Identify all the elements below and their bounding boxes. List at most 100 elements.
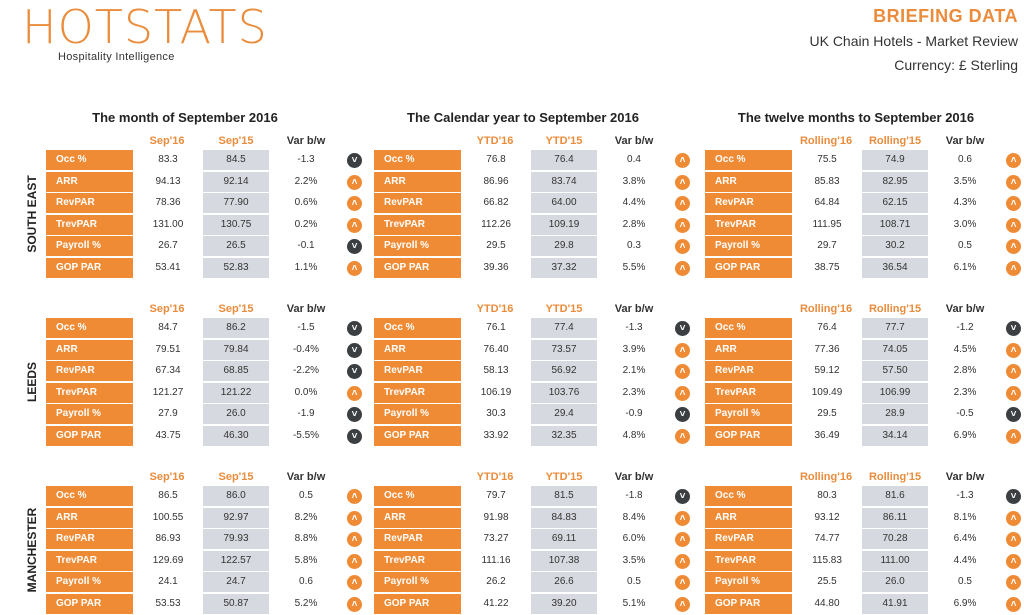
metric-label: GOP PAR bbox=[705, 593, 792, 614]
chevron-up-icon: ˄ bbox=[347, 532, 362, 547]
column-header: Var b/w bbox=[286, 303, 326, 315]
table-row: TrevPAR 115.83 111.00 4.4% ˄ bbox=[705, 550, 1021, 571]
chevron-up-icon: ˄ bbox=[1006, 196, 1021, 211]
current-value: 76.4 bbox=[793, 318, 861, 338]
current-value: 39.36 bbox=[462, 257, 530, 278]
prior-value: 57.50 bbox=[862, 361, 928, 381]
report-header: BRIEFING DATA UK Chain Hotels - Market R… bbox=[809, 6, 1018, 73]
column-header: Rolling'16 bbox=[799, 303, 853, 315]
report-subtitle: UK Chain Hotels - Market Review bbox=[809, 33, 1018, 49]
metric-label: Occ % bbox=[705, 318, 792, 338]
metric-label: TrevPAR bbox=[374, 382, 461, 403]
metric-label: ARR bbox=[46, 171, 133, 192]
chevron-up-icon: ˄ bbox=[675, 260, 690, 276]
column-header: Rolling'15 bbox=[868, 303, 922, 315]
variance-value: 4.8% bbox=[599, 425, 669, 446]
variance-value: 2.1% bbox=[599, 361, 669, 381]
prior-value: 28.9 bbox=[862, 404, 928, 424]
variance-value: 8.4% bbox=[599, 507, 669, 528]
variance-value: -5.5% bbox=[271, 425, 341, 446]
current-value: 86.5 bbox=[134, 486, 202, 506]
table-row: Occ % 80.3 81.6 -1.3 ˅ bbox=[705, 486, 1021, 506]
chevron-up-icon: ˄ bbox=[1006, 532, 1021, 547]
table-row: Payroll % 30.3 29.4 -0.9 ˅ bbox=[374, 404, 690, 424]
metric-label: ARR bbox=[374, 339, 461, 360]
prior-value: 92.14 bbox=[203, 171, 269, 192]
table-row: RevPAR 86.93 79.93 8.8% ˄ bbox=[46, 529, 362, 549]
column-header: YTD'15 bbox=[545, 303, 583, 315]
prior-value: 62.15 bbox=[862, 193, 928, 213]
table-row: GOP PAR 41.22 39.20 5.1% ˄ bbox=[374, 593, 690, 614]
current-value: 38.75 bbox=[793, 257, 861, 278]
prior-value: 86.11 bbox=[862, 507, 928, 528]
prior-value: 50.87 bbox=[203, 593, 269, 614]
metric-label: TrevPAR bbox=[374, 214, 461, 235]
current-value: 91.98 bbox=[462, 507, 530, 528]
chevron-up-icon: ˄ bbox=[675, 532, 690, 547]
variance-value: 3.0% bbox=[930, 214, 1000, 235]
table-row: Payroll % 26.7 26.5 -0.1 ˅ bbox=[46, 236, 362, 256]
current-value: 85.83 bbox=[793, 171, 861, 192]
chevron-up-icon: ˄ bbox=[675, 217, 690, 233]
current-value: 112.26 bbox=[462, 214, 530, 235]
metric-label: RevPAR bbox=[46, 193, 133, 213]
variance-value: 4.4% bbox=[930, 550, 1000, 571]
current-value: 66.82 bbox=[462, 193, 530, 213]
prior-value: 81.5 bbox=[531, 486, 597, 506]
column-header: Rolling'16 bbox=[799, 471, 853, 483]
chevron-up-icon: ˄ bbox=[347, 489, 362, 504]
column-header: YTD'16 bbox=[476, 135, 514, 147]
prior-value: 107.38 bbox=[531, 550, 597, 571]
prior-value: 70.28 bbox=[862, 529, 928, 549]
table-row: TrevPAR 121.27 121.22 0.0% ˄ bbox=[46, 382, 362, 403]
variance-value: -0.9 bbox=[599, 404, 669, 424]
current-value: 100.55 bbox=[134, 507, 202, 528]
current-value: 41.22 bbox=[462, 593, 530, 614]
chevron-down-icon: ˅ bbox=[347, 321, 362, 336]
prior-value: 24.7 bbox=[203, 572, 269, 592]
variance-value: 3.5% bbox=[930, 171, 1000, 192]
variance-value: 0.6 bbox=[271, 572, 341, 592]
prior-value: 74.05 bbox=[862, 339, 928, 360]
table-row: ARR 100.55 92.97 8.2% ˄ bbox=[46, 507, 362, 528]
current-value: 94.13 bbox=[134, 171, 202, 192]
column-header: Rolling'16 bbox=[799, 135, 853, 147]
metric-label: Occ % bbox=[374, 150, 461, 170]
metric-label: RevPAR bbox=[705, 361, 792, 381]
prior-value: 79.93 bbox=[203, 529, 269, 549]
logo-tagline: Hospitality Intelligence bbox=[58, 51, 175, 63]
chevron-up-icon: ˄ bbox=[347, 596, 362, 612]
current-value: 73.27 bbox=[462, 529, 530, 549]
column-header: YTD'16 bbox=[476, 303, 514, 315]
metric-label: GOP PAR bbox=[46, 257, 133, 278]
chevron-up-icon: ˄ bbox=[347, 510, 362, 526]
table-row: RevPAR 78.36 77.90 0.6% ˄ bbox=[46, 193, 362, 213]
variance-value: 6.1% bbox=[930, 257, 1000, 278]
period-title-ytd: The Calendar year to September 2016 bbox=[407, 110, 639, 125]
current-value: 86.93 bbox=[134, 529, 202, 549]
metric-label: TrevPAR bbox=[705, 382, 792, 403]
chevron-up-icon: ˄ bbox=[675, 153, 690, 168]
column-header: Var b/w bbox=[945, 135, 985, 147]
column-header: Sep'15 bbox=[218, 471, 254, 483]
variance-value: 3.8% bbox=[599, 171, 669, 192]
chevron-up-icon: ˄ bbox=[1006, 510, 1021, 526]
table-row: ARR 93.12 86.11 8.1% ˄ bbox=[705, 507, 1021, 528]
variance-value: 5.8% bbox=[271, 550, 341, 571]
table-row: GOP PAR 43.75 46.30 -5.5% ˅ bbox=[46, 425, 362, 446]
table-row: Occ % 83.3 84.5 -1.3 ˅ bbox=[46, 150, 362, 170]
current-value: 30.3 bbox=[462, 404, 530, 424]
chevron-down-icon: ˅ bbox=[675, 407, 690, 422]
chevron-up-icon: ˄ bbox=[675, 510, 690, 526]
chevron-up-icon: ˄ bbox=[347, 385, 362, 401]
prior-value: 73.57 bbox=[531, 339, 597, 360]
table-row: Payroll % 29.5 29.8 0.3 ˄ bbox=[374, 236, 690, 256]
chevron-up-icon: ˄ bbox=[1006, 239, 1021, 254]
current-value: 58.13 bbox=[462, 361, 530, 381]
metric-label: TrevPAR bbox=[46, 214, 133, 235]
table-row: GOP PAR 38.75 36.54 6.1% ˄ bbox=[705, 257, 1021, 278]
current-value: 76.1 bbox=[462, 318, 530, 338]
current-value: 80.3 bbox=[793, 486, 861, 506]
chevron-up-icon: ˄ bbox=[1006, 364, 1021, 379]
column-header: Rolling'15 bbox=[868, 471, 922, 483]
